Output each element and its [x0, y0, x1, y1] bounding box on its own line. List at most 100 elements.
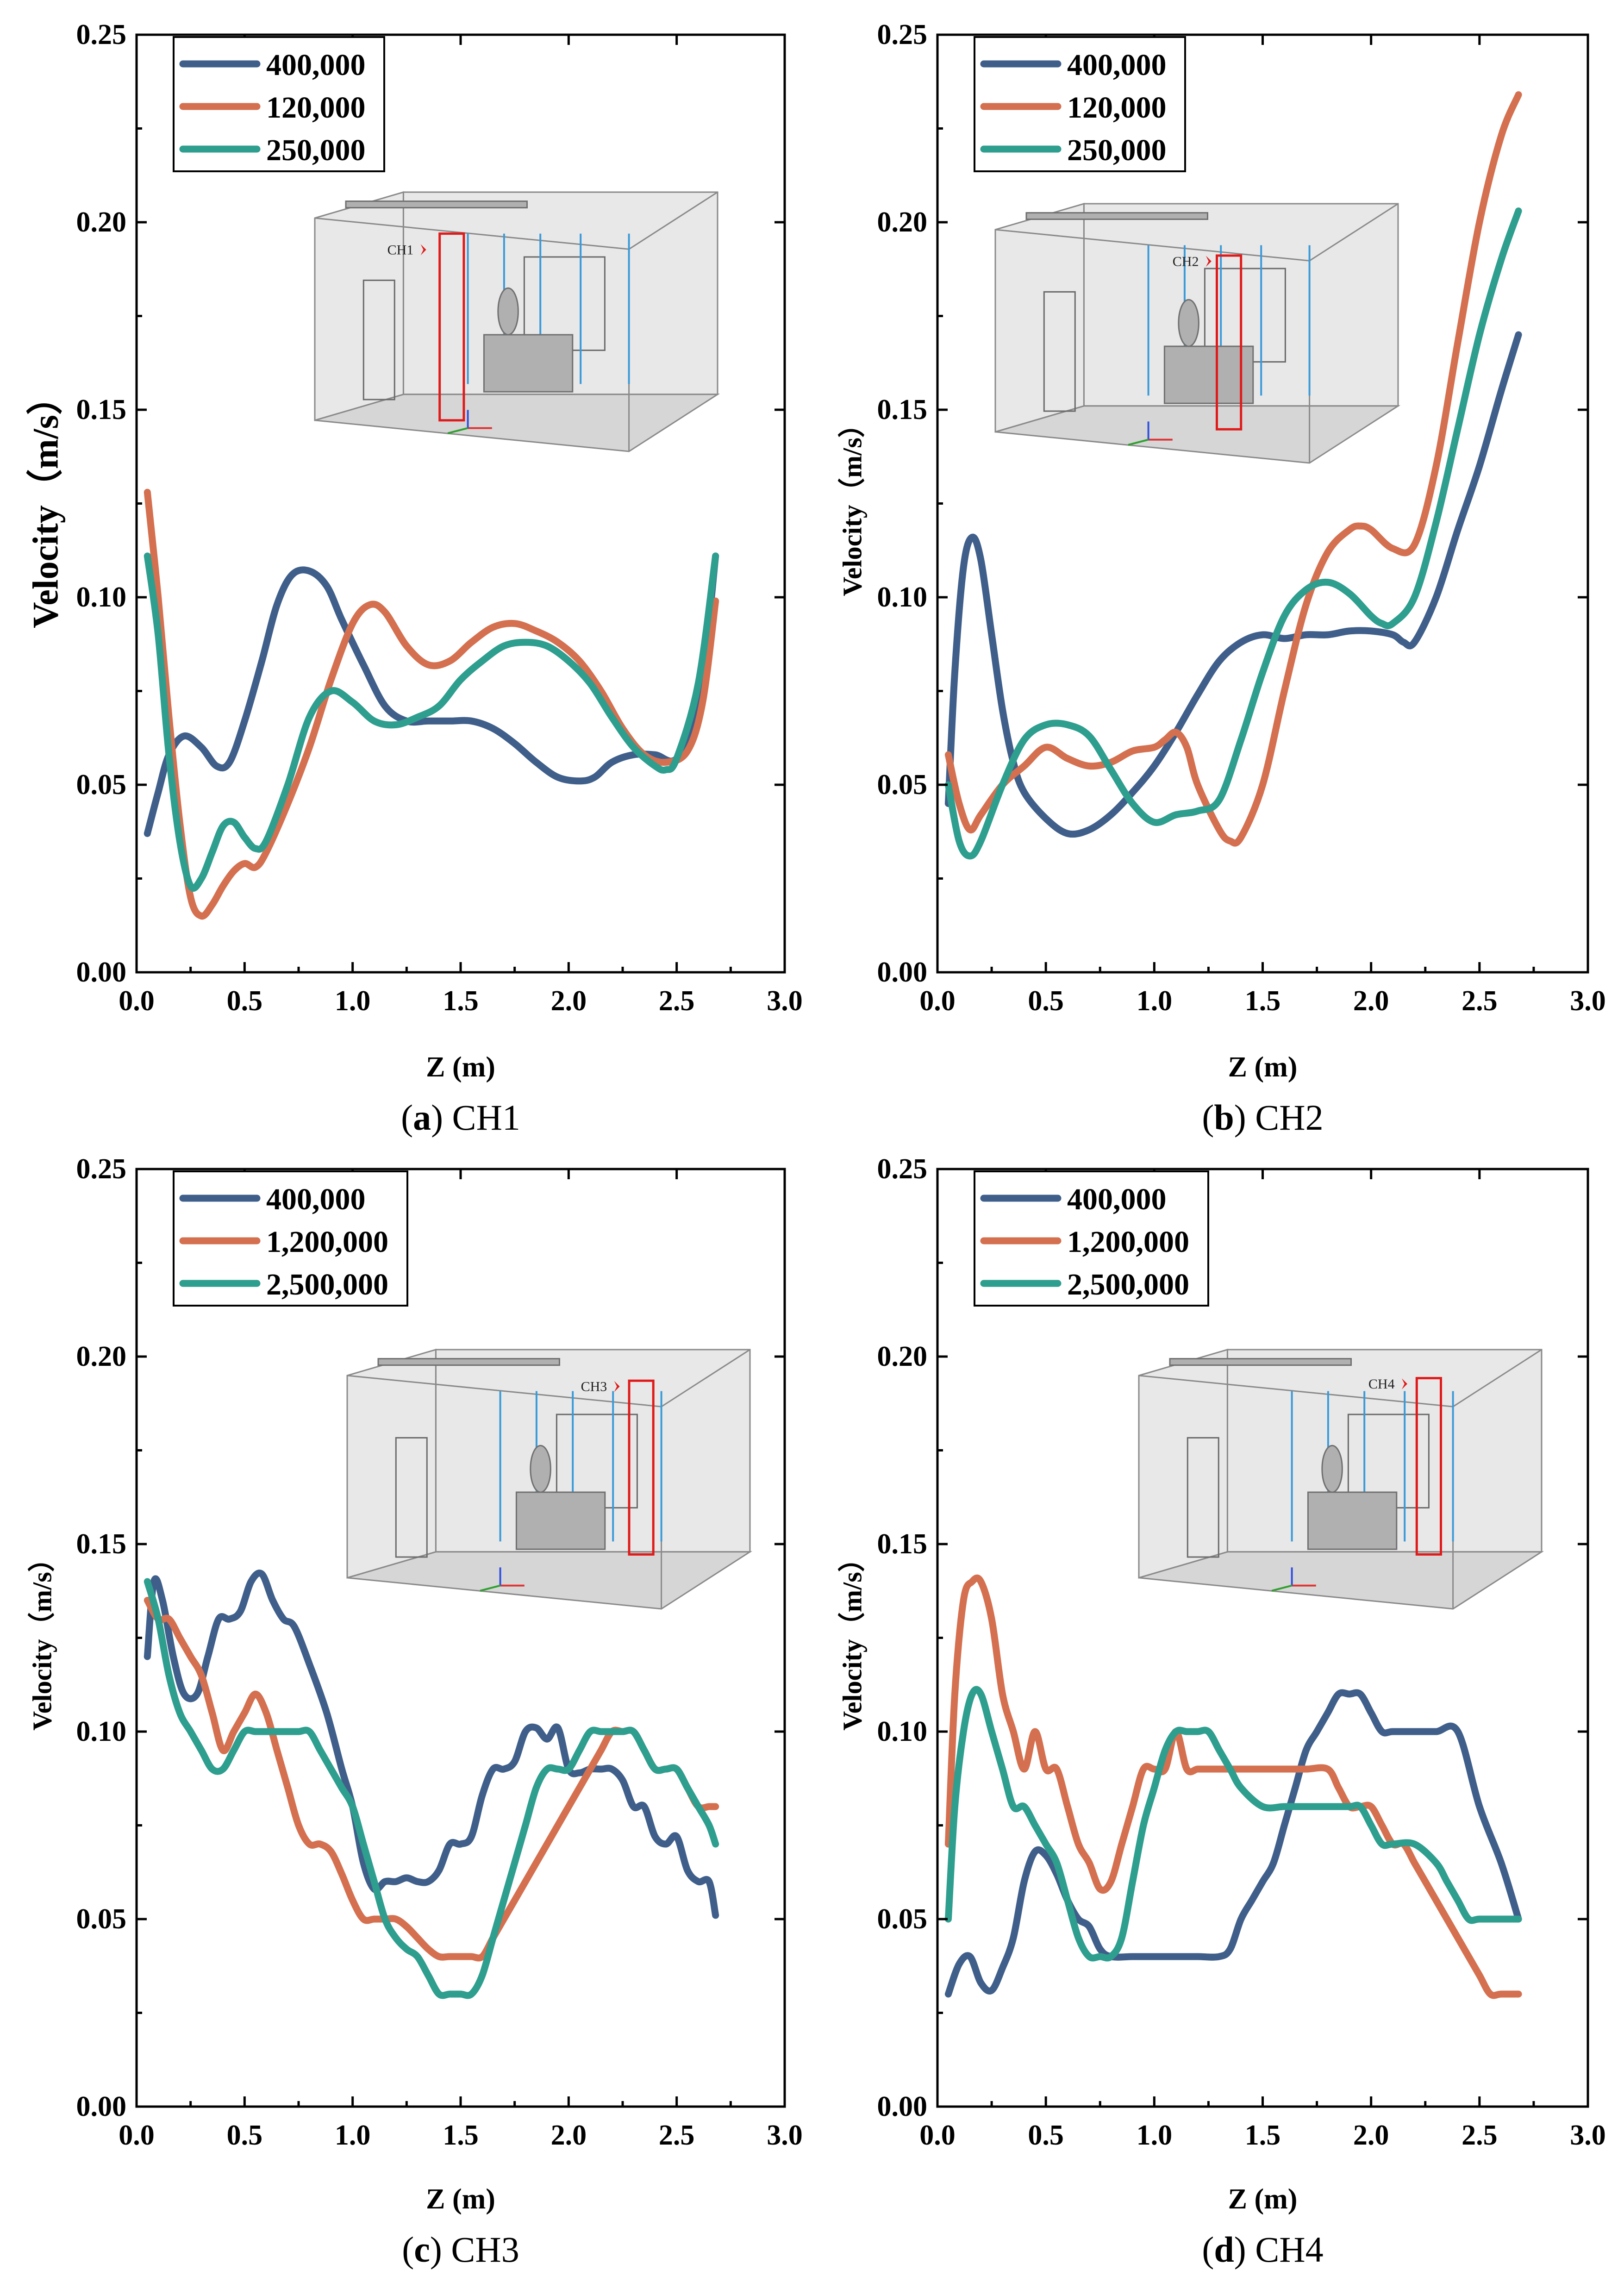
y-axis-title: Velocity（m/s） — [837, 1545, 868, 1731]
axis-gizmo — [480, 1584, 501, 1592]
y-axis-title: Velocity（m/s） — [837, 411, 868, 596]
y-tick-label: 0.25 — [76, 1153, 127, 1185]
x-tick-label: 0.0 — [119, 2120, 155, 2151]
legend-label: 120,000 — [266, 91, 366, 125]
x-tick-label: 1.0 — [1137, 2120, 1173, 2151]
x-tick-label: 1.0 — [335, 985, 371, 1017]
axis-gizmo — [447, 427, 468, 434]
y-tick-label: 0.25 — [76, 19, 127, 50]
series-line-400,000 — [944, 331, 1522, 838]
room-inset: CH2 — [994, 202, 1401, 464]
x-axis-title: Z (m) — [1228, 1051, 1298, 1083]
y-tick-label: 0.05 — [877, 1903, 928, 1935]
legend: 400,000 1,200,000 2,500,000 — [173, 1170, 408, 1307]
legend-label: 2,500,000 — [266, 1268, 388, 1301]
caption-paren: ( — [402, 2229, 414, 2270]
series-line-400,000 — [944, 1689, 1522, 1998]
y-axis-title: Velocity（m/s） — [25, 379, 66, 628]
probe-box — [438, 232, 465, 422]
x-tick-label: 0.5 — [1028, 985, 1064, 1017]
x-tick-label: 0.5 — [227, 985, 263, 1017]
caption-name: CH1 — [443, 1097, 520, 1138]
y-tick-label: 0.00 — [76, 2091, 127, 2122]
plot-frame — [135, 33, 786, 974]
x-tick-label: 0.0 — [919, 2120, 956, 2151]
workstation — [483, 334, 574, 393]
probe-arrow — [1206, 256, 1212, 267]
x-tick-label: 1.5 — [1245, 985, 1281, 1017]
mannequin — [1178, 299, 1199, 347]
x-tick-label: 1.5 — [1245, 2120, 1281, 2151]
probe-box — [1216, 254, 1243, 431]
chart-panel-3: CH3 0.0 0.5 1.0 1.5 2.0 2.5 3.0 0.00 0.05 0.10 0.15… — [27, 1153, 803, 2270]
door — [395, 1437, 428, 1558]
x-tick-label: 3.0 — [767, 985, 803, 1017]
y-tick-label: 0.00 — [877, 2091, 928, 2122]
probe-box — [628, 1379, 655, 1556]
y-tick-label: 0.10 — [877, 582, 928, 613]
series-line-400,000 — [144, 1570, 719, 1919]
legend-label: 400,000 — [266, 48, 366, 82]
probe-label: CH1 — [387, 242, 414, 257]
y-tick-label: 0.25 — [877, 19, 928, 50]
x-tick-label: 3.0 — [767, 2120, 803, 2151]
mannequin — [1321, 1445, 1343, 1493]
legend-label: 400,000 — [1067, 48, 1167, 82]
y-tick-label: 0.20 — [877, 206, 928, 238]
caption-letter: a — [413, 1097, 431, 1138]
legend-label: 1,200,000 — [266, 1225, 388, 1259]
panel-caption: (c) CH3 — [402, 2229, 519, 2270]
axis-gizmo — [1271, 1584, 1293, 1592]
door — [1043, 291, 1076, 412]
series-line-120,000 — [144, 488, 719, 920]
workstation — [1163, 345, 1254, 404]
ceiling-duct — [345, 200, 528, 209]
y-tick-label: 0.25 — [877, 1153, 928, 1185]
y-tick-label: 0.10 — [76, 582, 127, 613]
y-tick-label: 0.05 — [76, 769, 127, 801]
y-tick-label: 0.00 — [76, 957, 127, 988]
ceiling-duct — [1169, 1358, 1352, 1366]
x-tick-label: 0.5 — [1028, 2120, 1064, 2151]
probe-arrow — [1401, 1378, 1407, 1389]
y-axis-title: Velocity（m/s） — [27, 1545, 57, 1731]
legend-label: 120,000 — [1067, 91, 1167, 125]
series-line-120,000 — [944, 91, 1522, 847]
plot-frame — [135, 1168, 786, 2108]
mannequin — [530, 1445, 551, 1493]
series-line-2,500,000 — [944, 1686, 1522, 1962]
panel-caption: (d) CH4 — [1202, 2229, 1323, 2270]
y-tick-label: 0.20 — [76, 1341, 127, 1372]
x-axis-title: Z (m) — [426, 2183, 495, 2215]
room-inset: CH1 — [314, 191, 720, 452]
axis-gizmo — [1128, 438, 1149, 446]
x-tick-label: 3.0 — [1570, 985, 1606, 1017]
y-tick-label: 0.05 — [877, 769, 928, 801]
legend-label: 250,000 — [1067, 133, 1167, 167]
workstation — [515, 1491, 606, 1550]
x-tick-label: 2.5 — [1462, 985, 1498, 1017]
caption-paren: ) — [1234, 1097, 1246, 1138]
series-line-2,500,000 — [144, 1578, 719, 1999]
caption-letter: c — [414, 2229, 430, 2270]
x-axis-title: Z (m) — [1228, 2183, 1298, 2215]
legend: 400,000 120,000 250,000 — [173, 36, 385, 172]
legend-label: 400,000 — [1067, 1182, 1167, 1216]
plot-frame — [936, 1168, 1589, 2108]
x-tick-label: 2.5 — [659, 985, 695, 1017]
room-left-wall — [314, 191, 404, 421]
chart-panel-2: CH2 0.0 0.5 1.0 1.5 2.0 2.5 3.0 0.00 0.05 0.10 0.15… — [837, 19, 1606, 1138]
probe-arrow — [420, 244, 426, 256]
legend-label: 2,500,000 — [1067, 1268, 1189, 1301]
series-line-250,000 — [944, 207, 1522, 860]
probe-label: CH2 — [1173, 254, 1199, 269]
x-tick-label: 1.5 — [443, 985, 479, 1017]
y-tick-label: 0.20 — [877, 1341, 928, 1372]
probe-box — [1415, 1377, 1443, 1556]
panel-caption: (a) CH1 — [401, 1097, 520, 1138]
y-tick-label: 0.15 — [877, 1528, 928, 1560]
legend: 400,000 1,200,000 2,500,000 — [974, 1170, 1209, 1307]
x-tick-label: 0.0 — [919, 985, 956, 1017]
x-tick-label: 2.0 — [1353, 985, 1389, 1017]
y-tick-label: 0.15 — [877, 394, 928, 425]
